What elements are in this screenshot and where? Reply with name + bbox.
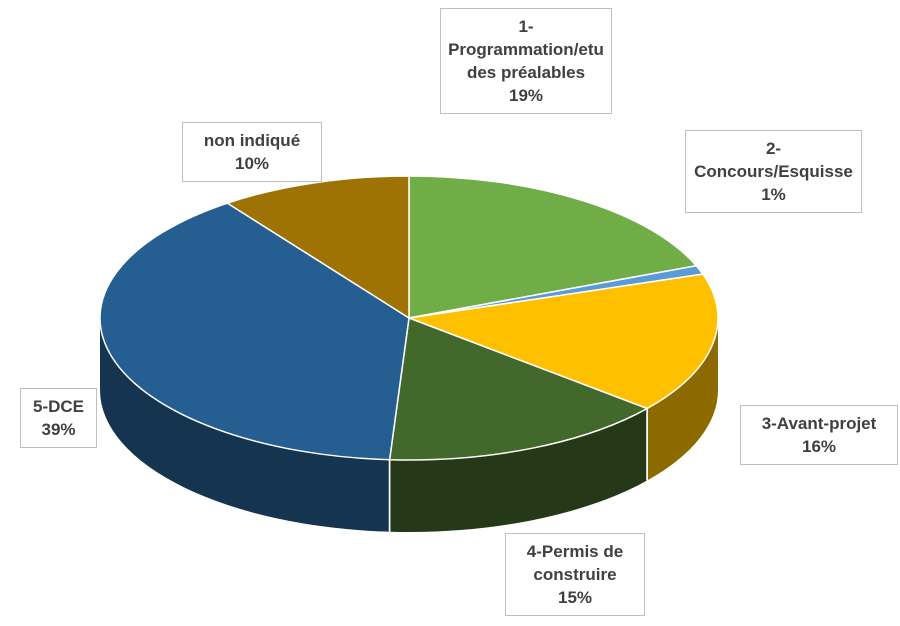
data-label: 1-Programmation/etudes préalables 19% — [440, 8, 612, 114]
slice-side — [100, 318, 390, 532]
slice — [388, 316, 649, 461]
value-label: 15% — [557, 588, 593, 607]
value-label: 39% — [41, 420, 76, 439]
data-label: non indiqué 10% — [182, 122, 322, 182]
slice — [225, 175, 410, 320]
value-label: 16% — [801, 437, 837, 456]
value-label: 10% — [234, 154, 270, 173]
slice — [99, 202, 410, 461]
slice-side — [389, 408, 648, 532]
slice — [408, 175, 698, 319]
category-name: 4-Permis de construire — [526, 542, 624, 584]
slice-side — [647, 318, 718, 481]
data-label: 4-Permis de construire 15% — [505, 533, 645, 616]
data-label: 5-DCE 39% — [20, 388, 97, 448]
value-label: 1% — [761, 185, 786, 204]
category-name: 3-Avant-projet — [761, 414, 877, 433]
slice — [406, 273, 719, 410]
data-label: 2-Concours/Esquisse 1% — [685, 130, 862, 213]
value-label: 19% — [508, 86, 544, 105]
category-name: non indiqué — [203, 131, 301, 150]
category-name: 5-DCE — [32, 397, 84, 416]
category-name: 2-Concours/Esquisse — [694, 139, 853, 181]
data-label: 3-Avant-projet 16% — [740, 405, 898, 465]
category-name: 1-Programmation/etudes préalables — [448, 17, 604, 82]
